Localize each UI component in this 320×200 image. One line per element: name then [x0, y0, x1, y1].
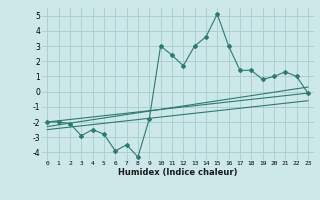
X-axis label: Humidex (Indice chaleur): Humidex (Indice chaleur): [118, 168, 237, 177]
